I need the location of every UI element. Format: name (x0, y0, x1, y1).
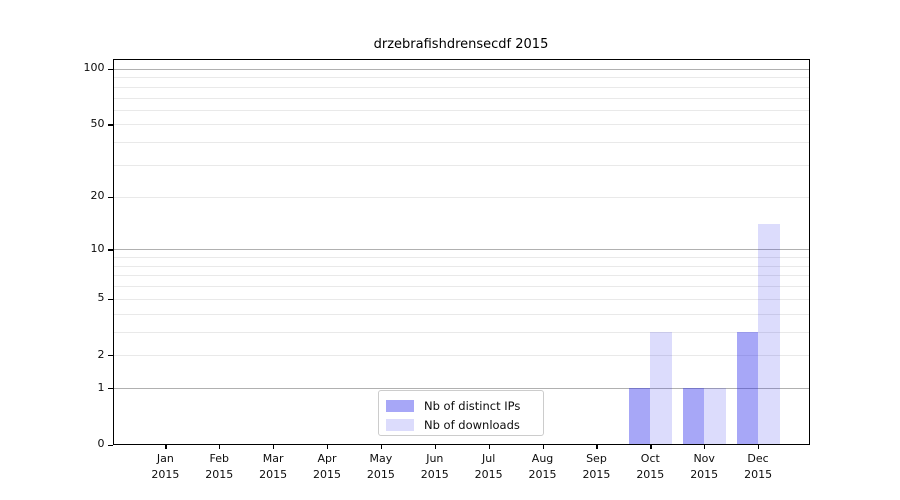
x-tick-mark (704, 444, 706, 449)
x-tick-mark (165, 444, 167, 449)
x-tick-mark (758, 444, 760, 449)
gridline-minor (113, 124, 809, 126)
gridline-minor (113, 196, 809, 198)
x-tick-label: Jun 2015 (420, 452, 449, 481)
bar-downloads-dec (758, 224, 780, 445)
y-tick-label: 5 (97, 291, 105, 305)
x-tick-label: Jul 2015 (474, 452, 503, 481)
x-tick-label: Dec 2015 (744, 452, 773, 481)
x-tick-label: Nov 2015 (690, 452, 719, 481)
x-tick-label: Aug 2015 (528, 452, 557, 481)
y-tick-mark (108, 124, 113, 126)
gridline-minor (113, 298, 809, 300)
gridline-minor (113, 142, 809, 144)
y-tick-label: 2 (97, 347, 105, 361)
bar-downloads-oct (650, 331, 672, 445)
x-tick-mark (488, 444, 490, 449)
x-tick-mark (596, 444, 598, 449)
y-tick-label: 10 (90, 241, 105, 255)
legend: Nb of distinct IPs Nb of downloads (378, 390, 544, 436)
distinct-ips-swatch-icon (386, 399, 414, 412)
axes-spines (112, 59, 810, 445)
y-tick-label: 1 (97, 380, 105, 394)
y-tick-mark (108, 388, 113, 390)
y-tick-label: 20 (90, 189, 105, 203)
gridline-major (113, 68, 809, 70)
y-tick-label: 0 (97, 437, 105, 450)
gridline-minor (113, 331, 809, 333)
x-tick-label: May 2015 (366, 452, 395, 481)
gridline-minor (113, 109, 809, 111)
x-tick-mark (327, 444, 329, 449)
x-tick-mark (273, 444, 275, 449)
x-tick-mark (434, 444, 436, 449)
gridline-minor (113, 257, 809, 259)
downloads-swatch-icon (386, 418, 414, 431)
gridline-minor (113, 77, 809, 79)
x-tick-label: Mar 2015 (259, 452, 288, 481)
x-tick-label: Sep 2015 (582, 452, 611, 481)
x-tick-label: Apr 2015 (313, 452, 342, 481)
gridline-minor (113, 97, 809, 99)
bar-distinct-ips-dec (736, 331, 759, 445)
x-tick-label: Feb 2015 (205, 452, 234, 481)
gridline-minor (113, 313, 809, 315)
gridline-minor (113, 265, 809, 267)
y-tick-label: 100 (83, 61, 105, 75)
y-tick-mark (108, 68, 113, 71)
legend-label-downloads: Nb of downloads (424, 417, 520, 432)
gridline-minor (113, 286, 809, 288)
y-tick-mark (108, 355, 113, 357)
legend-row-downloads: Nb of downloads (386, 415, 535, 434)
bar-downloads-nov (704, 388, 726, 445)
y-tick-mark (108, 196, 113, 198)
y-tick-mark (108, 249, 113, 251)
bar-distinct-ips-oct (628, 388, 651, 445)
legend-label-distinct-ips: Nb of distinct IPs (424, 398, 521, 413)
y-tick-label: 50 (90, 116, 105, 130)
x-tick-label: Oct 2015 (636, 452, 665, 481)
gridline-minor (113, 355, 809, 357)
x-tick-mark (542, 444, 544, 449)
gridline-minor (113, 275, 809, 277)
gridline-major (113, 249, 809, 251)
x-tick-mark (219, 444, 221, 449)
x-tick-mark (380, 444, 383, 449)
x-tick-mark (650, 444, 652, 449)
chart-title: drzebrafishdrensecdf 2015 (373, 37, 549, 52)
bar-distinct-ips-nov (682, 388, 705, 445)
gridline-major (113, 388, 809, 390)
y-tick-mark (108, 444, 113, 446)
gridline-minor (113, 86, 809, 88)
gridline-minor (113, 164, 809, 166)
y-tick-mark (108, 298, 113, 300)
x-tick-label: Jan 2015 (151, 452, 180, 481)
legend-row-distinct-ips: Nb of distinct IPs (386, 396, 535, 415)
